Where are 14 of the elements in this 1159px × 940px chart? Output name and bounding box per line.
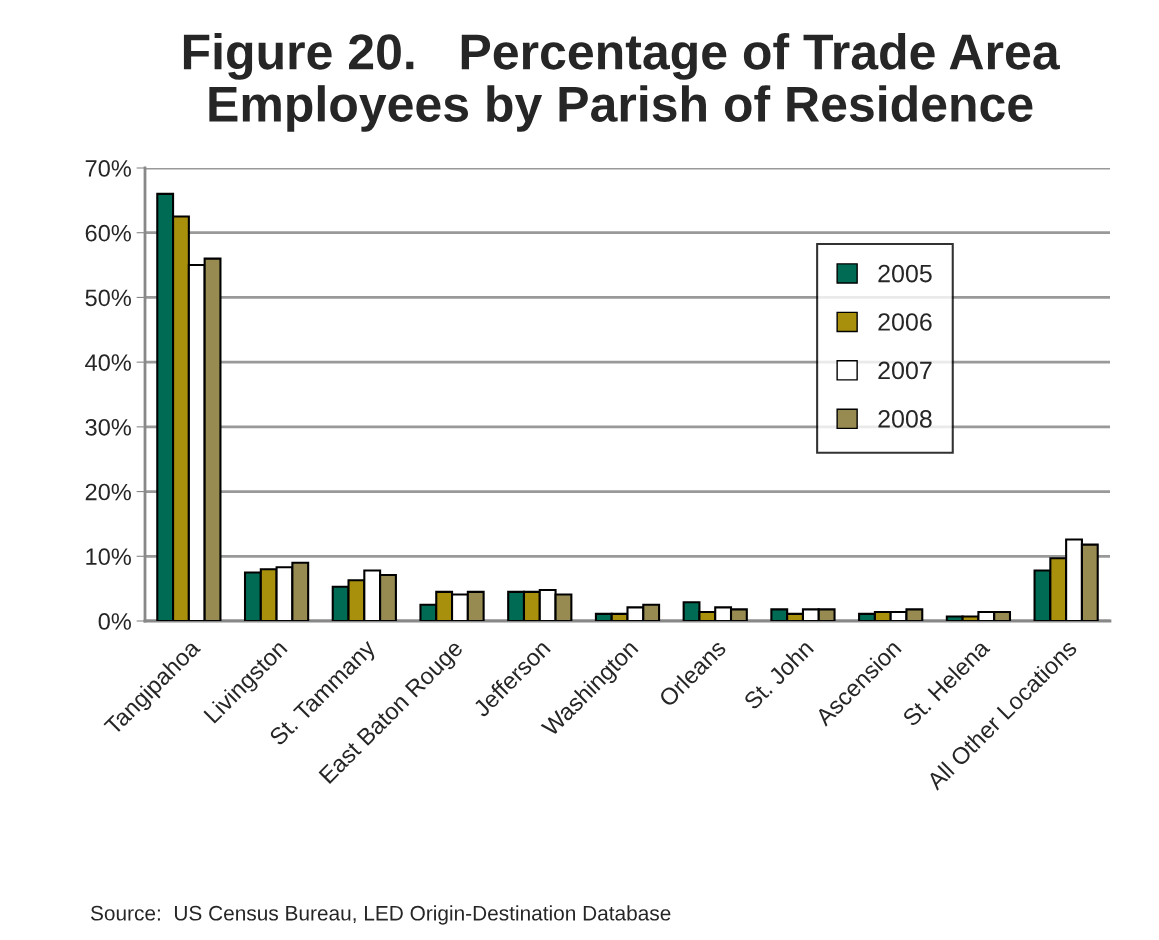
y-tick-label: 30% (85, 418, 131, 436)
y-tick-label: 40% (85, 354, 131, 371)
chart-title: Figure 20. Percentage of Trade Area Employees by Parish of Residence (183, 32, 1060, 132)
legend-label: 2007 (878, 361, 932, 380)
y-tick-label: 0% (98, 613, 131, 630)
legend-label: 2005 (878, 264, 932, 283)
y-tick-label: 20% (85, 483, 131, 501)
y-tick-label: 60% (85, 224, 131, 242)
legend-label: 2006 (878, 313, 932, 331)
legend-label: 2008 (878, 410, 932, 428)
y-tick-label: 70% (85, 160, 131, 177)
y-tick-label: 10% (86, 548, 131, 566)
y-tick-label: 50% (85, 289, 131, 307)
source-note: Source: US Census Bureau, LED Origin-Destination Database (90, 905, 671, 925)
